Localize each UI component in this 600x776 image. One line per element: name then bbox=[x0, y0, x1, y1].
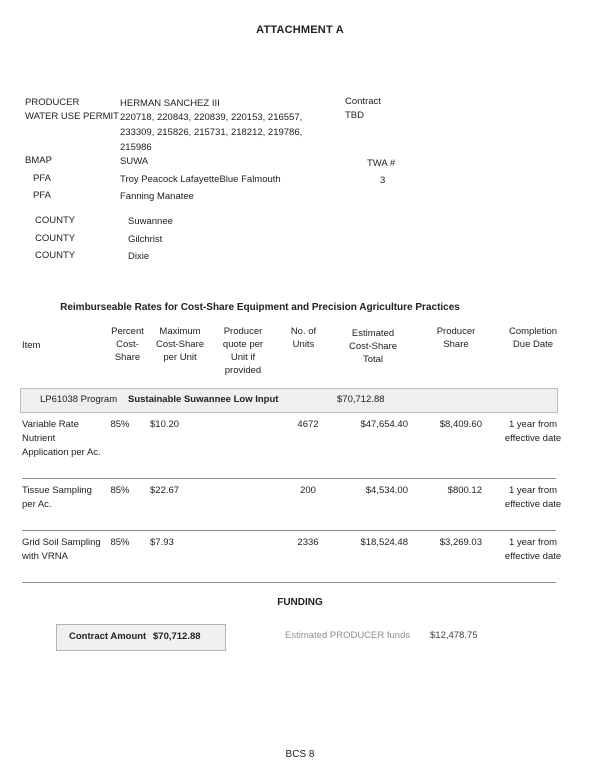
cell-max-cost-share: $10.20 bbox=[150, 419, 180, 430]
cell-completion-due: 1 year from effective date bbox=[504, 537, 562, 562]
info-row-bmap: BMAP SUWA bbox=[25, 154, 148, 169]
program-row: LP61038 Program Sustainable Suwannee Low… bbox=[20, 388, 558, 413]
cell-item: Grid Soil Sampling with VRNA bbox=[22, 537, 101, 562]
info-row-county-3: COUNTY Dixie bbox=[35, 249, 149, 264]
header-no-of-units: No. of Units bbox=[290, 326, 317, 350]
footer-text: BCS 8 bbox=[285, 749, 315, 760]
twa-label: TWA # bbox=[367, 158, 396, 169]
info-row-pfa-2: PFA Fanning Manatee bbox=[33, 189, 194, 204]
cell-units: 200 bbox=[300, 485, 316, 496]
producer-funds-value: $12,478.75 bbox=[430, 630, 478, 641]
program-total: $70,712.88 bbox=[337, 394, 385, 405]
cell-producer-share: $800.12 bbox=[447, 485, 482, 496]
header-producer-quote: Producer quote per Unit if provided bbox=[222, 326, 264, 376]
rates-table-title: Reimburseable Rates for Cost-Share Equip… bbox=[60, 302, 460, 313]
cell-percent: 85% bbox=[110, 485, 130, 496]
cell-percent: 85% bbox=[110, 419, 130, 430]
contract-amount-label: Contract Amount bbox=[69, 631, 147, 642]
cell-estimated-total: $47,654.40 bbox=[360, 419, 408, 430]
header-completion-due-date: Completion Due Date bbox=[508, 326, 558, 350]
cell-item: Tissue Sampling per Ac. bbox=[22, 485, 92, 510]
info-value: HERMAN SANCHEZ III bbox=[120, 98, 220, 109]
contract-amount-value: $70,712.88 bbox=[153, 631, 201, 642]
cell-percent: 85% bbox=[110, 537, 130, 548]
funding-title: FUNDING bbox=[277, 597, 323, 608]
info-value: Fanning Manatee bbox=[120, 191, 194, 202]
info-row-pfa-1: PFA Troy Peacock LafayetteBlue Falmouth bbox=[33, 172, 281, 187]
info-label: BMAP bbox=[25, 155, 52, 166]
info-row-water-use-permit: WATER USE PERMIT 220718, 220843, 220839,… bbox=[25, 110, 302, 155]
header-producer-share: Producer Share bbox=[436, 326, 476, 350]
cell-producer-share: $8,409.60 bbox=[439, 419, 482, 430]
info-row-county-1: COUNTY Suwannee bbox=[35, 214, 173, 229]
info-value: Troy Peacock LafayetteBlue Falmouth bbox=[120, 174, 281, 185]
info-row-producer: PRODUCER HERMAN SANCHEZ III bbox=[25, 96, 220, 111]
cell-item: Variable Rate Nutrient Application per A… bbox=[22, 419, 101, 458]
info-label: WATER USE PERMIT bbox=[25, 111, 119, 122]
contract-label: Contract bbox=[345, 96, 381, 107]
info-value: SUWA bbox=[120, 156, 149, 167]
twa-value: 3 bbox=[380, 175, 386, 186]
cell-completion-due: 1 year from effective date bbox=[504, 419, 562, 444]
cell-units: 4672 bbox=[297, 419, 319, 430]
info-label: PFA bbox=[33, 190, 51, 201]
row-divider bbox=[22, 582, 556, 583]
header-percent-cost-share: Percent Cost- Share bbox=[111, 326, 144, 363]
info-label: PRODUCER bbox=[25, 97, 80, 108]
row-divider bbox=[22, 478, 556, 479]
info-value: Gilchrist bbox=[128, 234, 163, 245]
info-label: COUNTY bbox=[35, 233, 76, 244]
info-label: COUNTY bbox=[35, 250, 76, 261]
program-name: Sustainable Suwannee Low Input bbox=[128, 394, 279, 405]
info-value: Suwannee bbox=[128, 216, 173, 227]
contract-amount-box: Contract Amount $70,712.88 bbox=[56, 624, 226, 651]
contract-value: TBD bbox=[345, 110, 364, 121]
cell-producer-share: $3,269.03 bbox=[439, 537, 482, 548]
header-estimated-cost-share-total: Estimated Cost-Share Total bbox=[348, 328, 398, 365]
info-value: 220718, 220843, 220839, 220153, 216557, … bbox=[120, 112, 303, 153]
info-value: Dixie bbox=[128, 251, 150, 262]
cell-estimated-total: $4,534.00 bbox=[365, 485, 408, 496]
page-title: ATTACHMENT A bbox=[256, 24, 344, 36]
info-label: PFA bbox=[33, 173, 51, 184]
cell-max-cost-share: $7.93 bbox=[150, 537, 174, 548]
cell-completion-due: 1 year from effective date bbox=[504, 485, 562, 510]
row-divider bbox=[22, 530, 556, 531]
cell-units: 2336 bbox=[297, 537, 319, 548]
header-max-cost-share-per-unit: Maximum Cost-Share per Unit bbox=[155, 326, 205, 363]
info-label: COUNTY bbox=[35, 215, 76, 226]
producer-funds-label: Estimated PRODUCER funds bbox=[285, 630, 411, 641]
header-item: Item bbox=[22, 340, 41, 351]
cell-estimated-total: $18,524.48 bbox=[360, 537, 408, 548]
program-code: LP61038 Program bbox=[40, 394, 118, 405]
cell-max-cost-share: $22.67 bbox=[150, 485, 180, 496]
info-row-county-2: COUNTY Gilchrist bbox=[35, 232, 162, 247]
